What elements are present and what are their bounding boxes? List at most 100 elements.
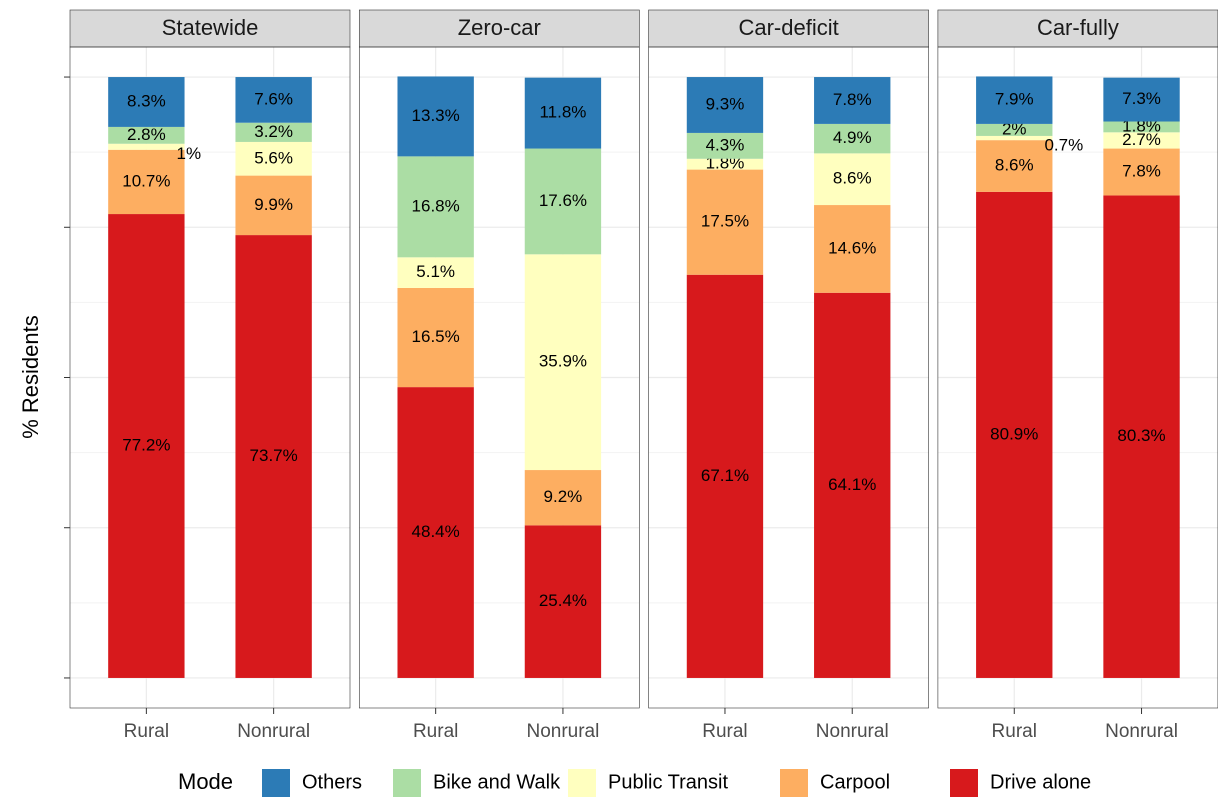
legend-key: [262, 769, 290, 797]
data-label: 9.3%: [706, 94, 745, 113]
data-label: 8.6%: [833, 169, 872, 188]
x-tick-label: Rural: [124, 721, 169, 742]
data-label: 4.3%: [706, 135, 745, 154]
bar-segment: [1103, 195, 1180, 678]
bar-segment: [976, 123, 1053, 136]
bar-segment: [686, 158, 764, 170]
data-label: 2.7%: [1122, 130, 1161, 149]
data-label: 1%: [177, 144, 202, 163]
data-label: 16.5%: [412, 327, 460, 346]
legend-label: Bike and Walk: [433, 771, 561, 793]
legend-key: [568, 769, 596, 797]
facet-title: Car-deficit: [738, 15, 838, 40]
data-label: 13.3%: [412, 106, 460, 125]
facet-strip: [648, 9, 929, 48]
legend-label: Carpool: [820, 771, 890, 793]
legend-label: Others: [302, 771, 362, 793]
data-label: 7.8%: [1122, 161, 1161, 180]
panel-border: [358, 46, 640, 709]
data-label: 80.9%: [990, 424, 1038, 443]
data-label: 16.8%: [412, 196, 460, 215]
data-label: 14.6%: [828, 238, 876, 257]
data-label: 2%: [1002, 119, 1027, 138]
bar-segment: [686, 77, 764, 133]
x-tick-label: Nonrural: [1105, 721, 1178, 742]
data-label: 77.2%: [122, 435, 170, 454]
data-label: 0.7%: [1044, 136, 1083, 155]
x-tick-label: Rural: [702, 721, 747, 742]
bar-segment: [976, 140, 1053, 192]
data-label: 7.8%: [833, 90, 872, 109]
data-label: 17.5%: [701, 212, 749, 231]
bar-segment: [976, 191, 1053, 678]
bar-segment: [108, 214, 185, 678]
data-label: 7.6%: [254, 89, 293, 108]
legend-key: [780, 769, 808, 797]
bar-segment: [235, 175, 312, 236]
bar-segment: [1103, 132, 1180, 149]
bar-segment: [108, 149, 185, 215]
bar-segment: [108, 77, 185, 127]
facet-strip: [937, 9, 1218, 48]
data-label: 11.8%: [539, 103, 586, 122]
legend-key: [393, 769, 421, 797]
data-label: 7.3%: [1122, 89, 1161, 108]
data-label: 8.3%: [127, 91, 166, 110]
x-tick-label: Nonrural: [526, 721, 599, 742]
data-label: 25.4%: [539, 591, 587, 610]
legend-label: Public Transit: [608, 771, 728, 793]
legend-key: [950, 769, 978, 797]
data-label: 2.8%: [127, 125, 166, 144]
x-tick-label: Rural: [992, 721, 1037, 742]
bar-segment: [1103, 121, 1180, 133]
bar-segment: [108, 126, 185, 144]
data-label: 5.1%: [416, 262, 455, 281]
bar-segment: [235, 122, 312, 142]
bar-segment: [814, 123, 891, 154]
bar-segment: [397, 387, 474, 678]
data-label: 80.3%: [1117, 426, 1165, 445]
bar-segment: [397, 156, 474, 258]
bar-segment: [235, 141, 312, 176]
data-label: 9.2%: [544, 487, 583, 506]
data-label: 67.1%: [701, 466, 749, 485]
bar-segment: [397, 76, 474, 157]
bar-segment: [108, 143, 185, 150]
bar-segment: [686, 169, 764, 275]
facet-strip: [358, 9, 640, 48]
legend-label: Drive alone: [990, 771, 1091, 793]
data-label: 73.7%: [250, 446, 298, 465]
bar-segment: [686, 274, 764, 678]
facet-title: Zero-car: [458, 15, 541, 40]
y-axis-label: % Residents: [18, 315, 43, 439]
data-label: 4.9%: [833, 128, 872, 147]
data-label: 9.9%: [254, 195, 293, 214]
bar-segment: [1103, 77, 1180, 122]
bar-segment: [397, 257, 474, 288]
bar-segment: [976, 76, 1053, 124]
data-label: 35.9%: [539, 352, 587, 371]
bar-segment: [397, 287, 474, 388]
bar-segment: [235, 235, 312, 678]
bar-segment: [814, 153, 891, 206]
bar-segment: [524, 254, 602, 471]
data-label: 10.7%: [122, 171, 170, 190]
legend-title: Mode: [178, 769, 233, 794]
bar-segment: [814, 205, 891, 293]
bar-segment: [524, 525, 602, 678]
bar-segment: [524, 470, 602, 526]
bar-segment: [814, 292, 891, 678]
data-label: 7.9%: [995, 90, 1034, 109]
panel-border: [648, 46, 929, 709]
data-label: 8.6%: [995, 155, 1034, 174]
data-label: 17.6%: [539, 191, 587, 210]
x-tick-label: Nonrural: [237, 721, 310, 742]
data-label: 48.4%: [412, 522, 460, 541]
bar-segment: [524, 77, 602, 149]
bar-segment: [686, 132, 764, 159]
facet-title: Statewide: [162, 15, 259, 40]
bar-segment: [1103, 148, 1180, 196]
bar-segment: [976, 135, 1053, 141]
facet-title: Car-fully: [1037, 15, 1119, 40]
